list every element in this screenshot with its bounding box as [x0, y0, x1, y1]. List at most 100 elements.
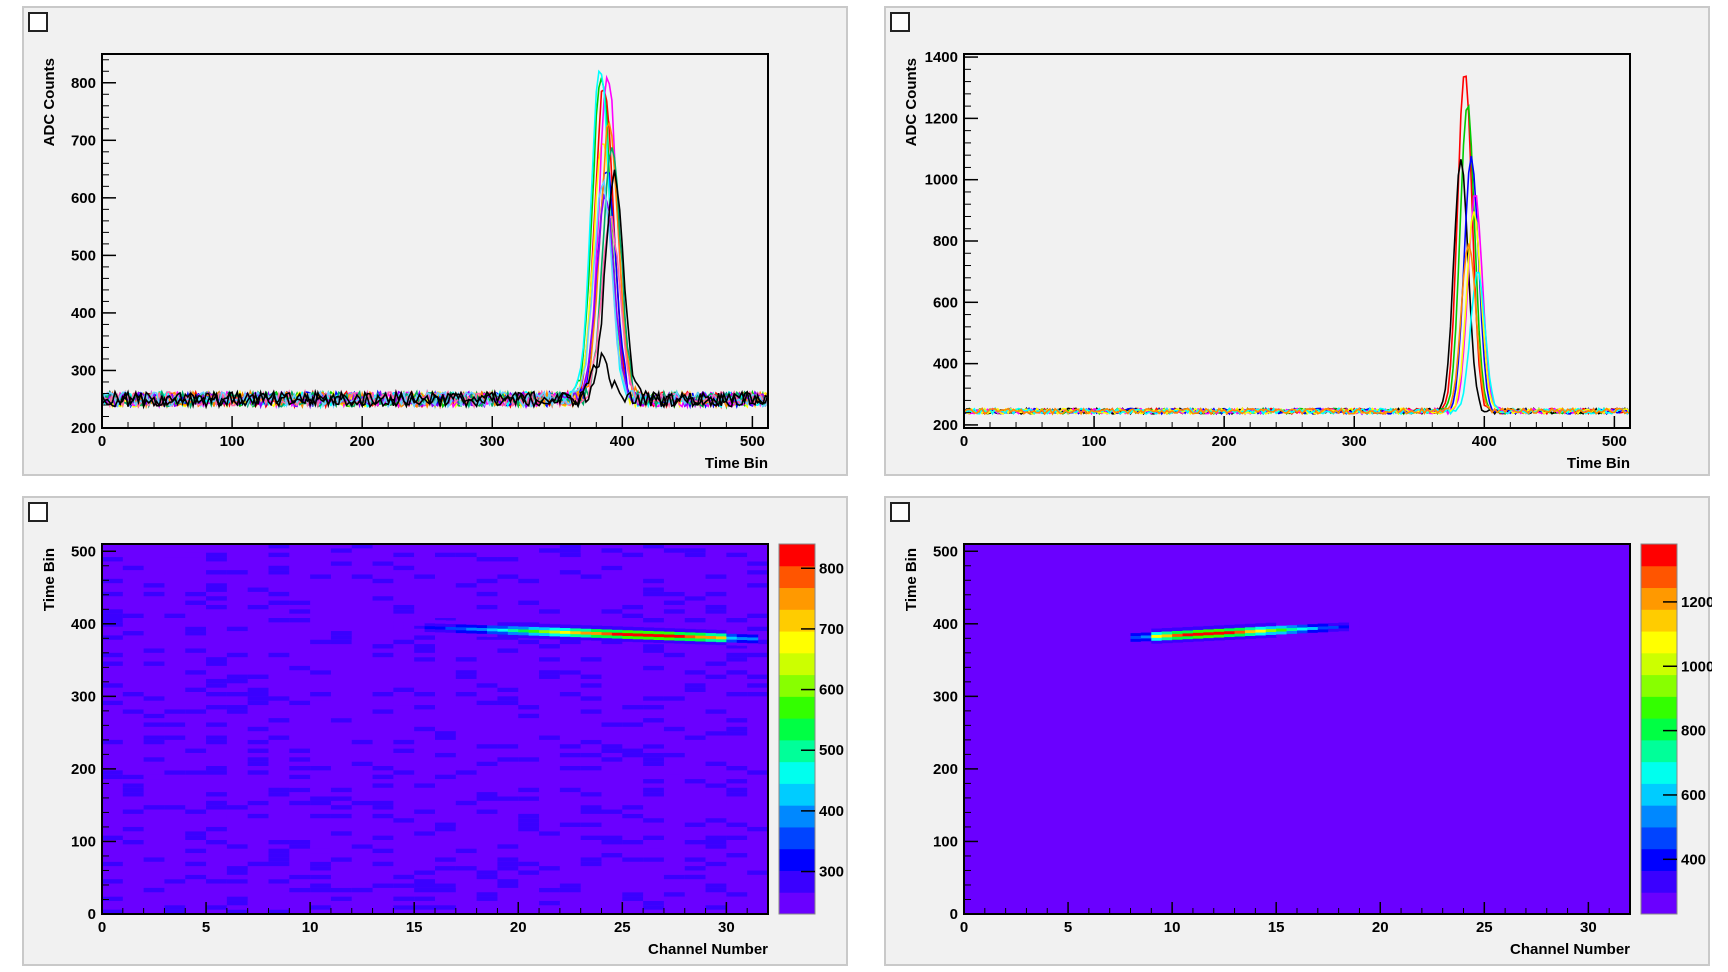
y-axis-title: ADC Counts — [903, 58, 920, 146]
heatmap-noise-cell — [518, 613, 540, 618]
heatmap-track-cell — [487, 630, 499, 635]
heatmap-track-cell — [1276, 628, 1288, 632]
heatmap-noise-cell — [497, 905, 519, 910]
heatmap-noise-cell — [351, 665, 373, 671]
heatmap-noise-cell — [705, 857, 727, 862]
heatmap-noise-cell — [580, 809, 602, 814]
heatmap-track-cell — [559, 630, 571, 634]
colorbar-band — [779, 783, 815, 806]
heatmap-noise-cell — [310, 565, 331, 571]
heatmap-noise-cell — [372, 766, 394, 771]
heatmap-noise-cell — [289, 879, 311, 884]
heatmap-noise-cell — [289, 870, 311, 875]
heatmap-noise-cell — [747, 866, 768, 871]
heatmap-noise-cell — [414, 887, 435, 893]
heatmap-noise-cell — [643, 696, 664, 701]
heatmap-noise-cell — [185, 726, 207, 732]
pad-select-checkbox[interactable] — [28, 502, 48, 522]
heatmap-noise-cell — [684, 618, 706, 623]
colorbar-band — [1641, 805, 1677, 828]
heatmap-noise-cell — [705, 731, 727, 736]
colorbar-band — [1641, 587, 1677, 610]
heatmap-noise-cell — [393, 552, 415, 558]
heatmap-noise-cell — [351, 744, 373, 749]
heatmap-noise-cell — [643, 587, 664, 592]
heatmap-noise-cell — [164, 722, 186, 727]
heatmap-noise-cell — [705, 604, 727, 610]
heatmap-noise-cell — [289, 574, 311, 579]
heatmap-noise-cell — [497, 796, 519, 801]
colorbar-band — [779, 696, 815, 719]
heatmap-noise-cell — [289, 735, 311, 740]
heatmap-noise-cell — [580, 792, 602, 797]
heatmap-noise-cell — [330, 557, 352, 562]
heatmap-noise-cell — [393, 687, 415, 692]
x-tick-label: 10 — [1164, 919, 1181, 936]
heatmap-noise-cell — [435, 731, 456, 736]
heatmap-noise-cell — [330, 896, 352, 901]
heatmap-noise-cell — [539, 652, 560, 658]
heatmap-noise-cell — [601, 748, 623, 753]
heatmap-noise-cell — [518, 744, 540, 749]
heatmap-noise-cell — [143, 739, 165, 745]
x-tick-label: 200 — [1212, 433, 1237, 450]
heatmap-noise-cell — [351, 892, 373, 897]
heatmap-noise-cell — [102, 739, 123, 745]
heatmap-noise-cell — [497, 818, 519, 823]
heatmap-noise-cell — [102, 635, 123, 640]
waveform-series-line — [101, 147, 769, 410]
heatmap-noise-cell — [518, 578, 540, 584]
heatmap-noise-cell — [643, 718, 664, 723]
heatmap-track-cell — [674, 631, 686, 635]
heatmap-noise-cell — [310, 848, 331, 854]
heatmap-noise-cell — [185, 670, 207, 675]
heatmap-noise-cell — [497, 700, 519, 706]
heatmap-track-cell — [580, 633, 592, 638]
heatmap-track-cell — [674, 628, 686, 633]
heatmap-noise-cell — [705, 674, 727, 679]
heatmap-noise-cell — [414, 552, 435, 558]
heatmap-noise-cell — [622, 552, 644, 558]
heatmap-track-cell — [622, 635, 634, 639]
heatmap-noise-cell — [393, 748, 415, 753]
heatmap-noise-cell — [435, 792, 456, 797]
heatmap-noise-cell — [476, 766, 498, 771]
heatmap-track-cell — [487, 627, 499, 632]
heatmap-noise-cell — [726, 766, 748, 771]
pad-select-checkbox[interactable] — [28, 12, 48, 32]
heatmap-noise-cell — [143, 591, 165, 597]
heatmap-noise-cell — [726, 835, 748, 840]
heatmap-noise-cell — [726, 792, 748, 797]
heatmap-track-cell — [1359, 620, 1371, 625]
heatmap-noise-cell — [393, 818, 415, 823]
heatmap-noise-cell — [643, 722, 664, 727]
heatmap-noise-cell — [747, 800, 768, 806]
heatmap-noise-cell — [559, 557, 581, 562]
heatmap-track-cell — [1349, 624, 1361, 628]
heatmap-noise-cell — [705, 905, 727, 910]
heatmap-track-cell — [466, 627, 478, 631]
heatmap-noise-cell — [684, 578, 706, 584]
heatmap-noise-cell — [226, 570, 248, 575]
pad-select-checkbox[interactable] — [890, 502, 910, 522]
heatmap-noise-cell — [268, 874, 290, 880]
pad-select-checkbox[interactable] — [890, 12, 910, 32]
heatmap-noise-cell — [705, 609, 727, 614]
heatmap-noise-cell — [206, 805, 227, 810]
heatmap-track-cell — [726, 641, 738, 646]
heatmap-noise-cell — [497, 844, 519, 849]
heatmap-noise-cell — [268, 618, 290, 623]
heatmap-noise-cell — [247, 713, 269, 719]
heatmap-noise-cell — [559, 670, 581, 675]
heatmap-noise-cell — [143, 757, 165, 762]
heatmap-noise-cell — [580, 861, 602, 867]
heatmap-noise-cell — [102, 583, 123, 588]
heatmap-noise-cell — [351, 887, 373, 893]
heatmap-track-cell — [1224, 636, 1236, 640]
heatmap-noise-cell — [330, 635, 352, 640]
heatmap-noise-cell — [102, 896, 123, 901]
heatmap-noise-cell — [539, 670, 560, 675]
y-tick-label: 300 — [933, 688, 958, 705]
heatmap-noise-cell — [122, 752, 144, 758]
y-tick-label: 400 — [933, 356, 958, 373]
